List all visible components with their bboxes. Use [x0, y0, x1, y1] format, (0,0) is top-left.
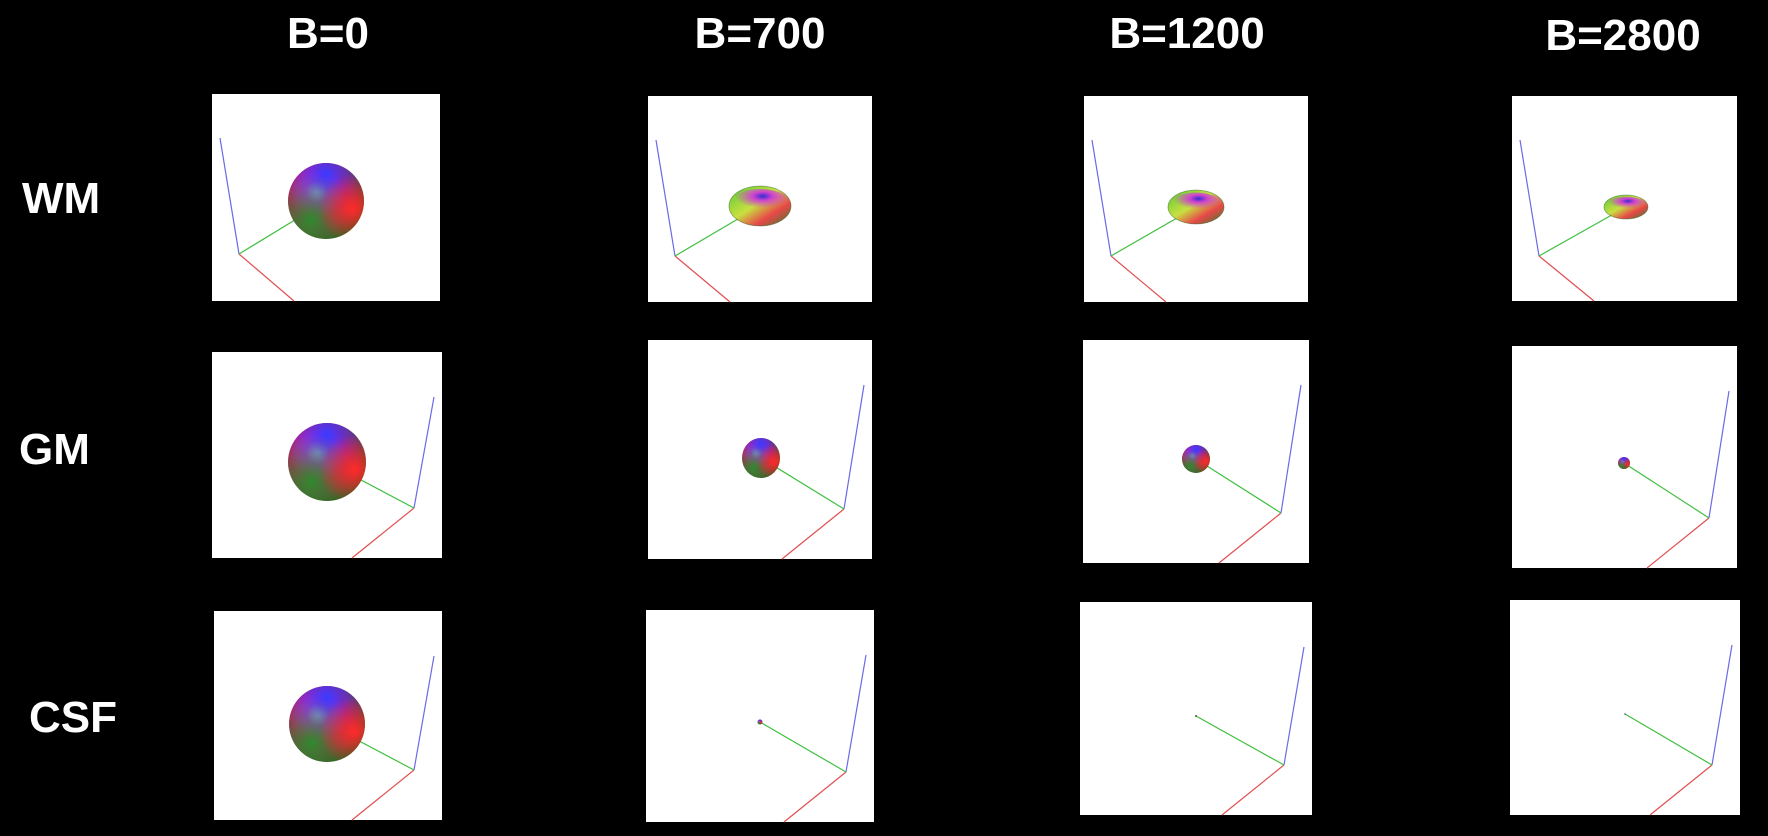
x-axis-line	[1221, 764, 1285, 816]
panel-gm-b2800	[1512, 346, 1737, 569]
z-axis-line	[1283, 646, 1305, 766]
x-axis-line	[1646, 517, 1710, 569]
z-axis-line	[845, 654, 867, 773]
z-axis-line	[1280, 384, 1302, 514]
y-axis-line	[1195, 458, 1282, 514]
column-label-b1200: B=1200	[1109, 9, 1265, 58]
panel-gm-b700	[648, 340, 872, 560]
z-axis-line	[1711, 644, 1733, 766]
x-axis-line	[674, 255, 731, 303]
row-label-wm: WM	[22, 174, 101, 223]
y-axis-line	[1623, 462, 1710, 519]
x-axis-line	[238, 253, 295, 302]
z-axis-line	[219, 137, 240, 255]
y-axis-line	[759, 721, 847, 773]
odf-glyph-sphere	[1618, 457, 1630, 469]
odf-glyph-disc	[1167, 189, 1225, 225]
y-axis-line	[1195, 715, 1285, 766]
row-label-csf: CSF	[29, 693, 117, 742]
panel-background	[1080, 602, 1312, 815]
panel-csf-b700	[646, 610, 874, 823]
y-axis-line	[1624, 713, 1713, 766]
odf-glyph-sphere	[742, 438, 780, 478]
z-axis-line	[413, 396, 435, 509]
odf-glyph-sphere	[288, 423, 366, 501]
z-axis-line	[655, 139, 676, 257]
odf-glyph-sphere	[289, 686, 365, 762]
column-label-b2800: B=2800	[1545, 11, 1701, 60]
x-axis-line	[1538, 255, 1595, 302]
x-axis-line	[1649, 764, 1713, 816]
row-label-gm: GM	[19, 425, 90, 474]
panel-wm-b700	[648, 96, 872, 303]
z-axis-line	[843, 384, 865, 510]
odf-glyph-disc	[728, 185, 792, 227]
x-axis-line	[781, 508, 845, 560]
panel-wm-b2800	[1512, 96, 1737, 302]
z-axis-line	[1519, 139, 1540, 257]
x-axis-line	[351, 769, 415, 821]
x-axis-line	[1218, 512, 1282, 564]
odf-glyph-sphere	[288, 163, 364, 239]
odf-glyph-dot	[1195, 715, 1197, 717]
panel-wm-b1200	[1084, 96, 1308, 303]
column-label-b0: B=0	[287, 9, 369, 58]
x-axis-line	[1110, 255, 1167, 303]
panel-csf-b1200	[1080, 602, 1312, 816]
odf-glyph-disc	[1603, 194, 1649, 220]
z-axis-line	[1091, 139, 1112, 257]
panel-background	[1510, 600, 1740, 815]
panel-background	[646, 610, 874, 822]
column-label-b700: B=700	[694, 9, 826, 58]
panel-background	[1512, 346, 1737, 568]
odf-glyph-sphere	[1182, 445, 1210, 473]
panel-csf-b0	[214, 611, 442, 821]
odf-glyph-dot	[1624, 713, 1626, 715]
panel-csf-b2800	[1510, 600, 1740, 816]
panel-gm-b1200	[1083, 340, 1309, 564]
panel-gm-b0	[212, 352, 442, 559]
x-axis-line	[783, 771, 847, 823]
odf-glyph-sphere	[757, 719, 763, 725]
x-axis-line	[351, 507, 415, 559]
z-axis-line	[413, 655, 435, 771]
z-axis-line	[1708, 390, 1730, 519]
panel-wm-b0	[212, 94, 440, 302]
